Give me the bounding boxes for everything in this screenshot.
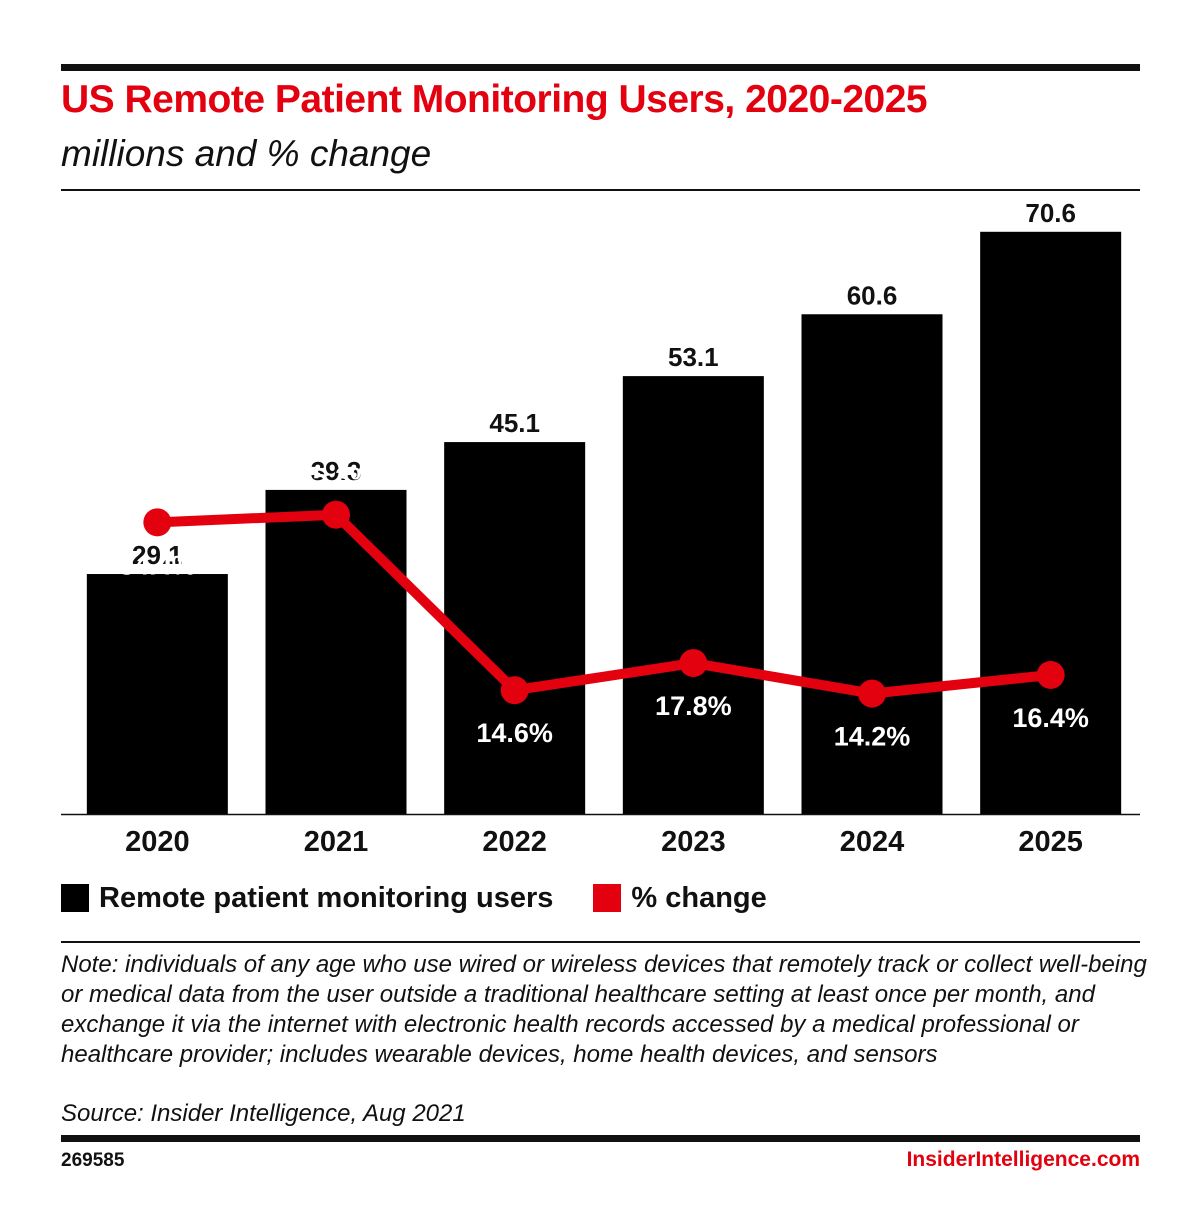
bar-line-chart: 29.1 39.3 45.1 53.1 60.6 70.6 2020 2021 2022 2023… [61, 198, 1140, 858]
change-point-2020 [143, 508, 172, 537]
bar-2020 [86, 574, 228, 814]
bar-value-label-2020: 29.1 [132, 540, 183, 570]
bar-2025 [980, 231, 1122, 815]
bar-2021 [265, 489, 407, 814]
x-tick-label-2022: 2022 [482, 826, 547, 858]
change-point-2023 [679, 649, 708, 678]
title-divider [61, 189, 1140, 191]
bar-value-label-2021: 39.3 [311, 456, 362, 486]
change-label-2021: 35.3% [298, 463, 375, 493]
change-line [152, 509, 1056, 699]
x-tick-label-2021: 2021 [304, 826, 369, 858]
change-point-2021 [322, 500, 350, 529]
change-point-2022 [500, 676, 529, 705]
note-divider [61, 941, 1140, 943]
bar-value-label-2023: 53.1 [668, 342, 719, 372]
x-tick-label-2023: 2023 [661, 826, 726, 858]
bottom-rule [61, 1135, 1140, 1142]
top-rule [61, 64, 1140, 71]
legend-label-change: % change [631, 881, 767, 914]
bar-2024 [801, 314, 943, 814]
change-label-2024: 14.2% [834, 722, 911, 752]
bar-2022 [444, 442, 586, 814]
change-label-2020: 34.4% [119, 550, 196, 580]
x-tick-label-2025: 2025 [1018, 826, 1083, 858]
bar-2023 [622, 376, 764, 814]
bar-value-label-2024: 60.6 [847, 280, 898, 310]
legend-swatch-change [593, 884, 622, 912]
change-point-2024 [858, 679, 886, 708]
x-tick-label-2024: 2024 [840, 826, 905, 858]
change-label-2023: 17.8% [655, 691, 732, 721]
footnote: Note: individuals of any age who use wir… [61, 951, 1147, 1068]
legend-item-users: Remote patient monitoring users [61, 882, 553, 915]
change-point-2025 [1036, 660, 1065, 689]
bar-value-label-2025: 70.6 [1025, 198, 1076, 228]
x-tick-label-2020: 2020 [125, 826, 190, 858]
legend-label-users: Remote patient monitoring users [99, 881, 554, 914]
change-label-2022: 14.6% [476, 718, 553, 748]
change-label-2025: 16.4% [1012, 703, 1089, 733]
source-line: Source: Insider Intelligence, Aug 2021 [61, 1100, 466, 1127]
legend: Remote patient monitoring users % change [61, 878, 807, 918]
chart-subtitle: millions and % change [61, 133, 432, 174]
bar-value-label-2022: 45.1 [489, 408, 540, 438]
chart-title: US Remote Patient Monitoring Users, 2020… [61, 78, 928, 121]
brand-link[interactable]: InsiderIntelligence.com [906, 1148, 1140, 1171]
chart-id: 269585 [61, 1150, 125, 1171]
legend-item-change: % change [593, 881, 767, 915]
legend-swatch-users [61, 884, 89, 912]
